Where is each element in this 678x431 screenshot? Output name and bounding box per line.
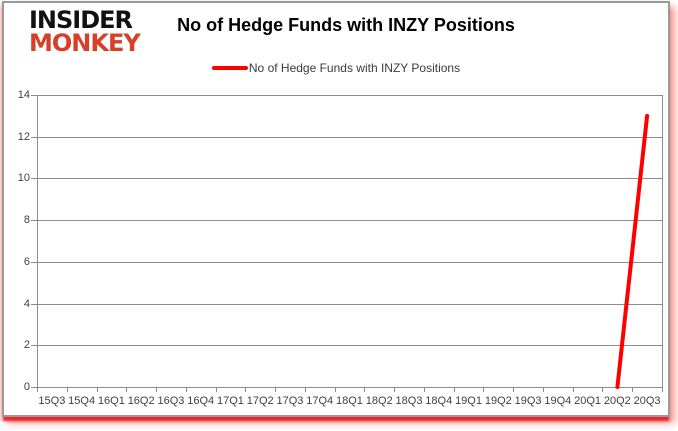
x-axis-label: 18Q4 (425, 395, 453, 407)
chart-legend: No of Hedge Funds with INZY Positions (4, 61, 668, 75)
x-axis-label: 20Q2 (603, 395, 631, 407)
x-axis-tick (215, 387, 217, 392)
y-axis-tick (31, 178, 37, 180)
chart-card: INSIDER MONKEY No of Hedge Funds with IN… (2, 1, 670, 417)
x-axis-tick (96, 387, 98, 392)
x-axis-label: 20Q1 (574, 395, 602, 407)
x-axis-label: 17Q1 (216, 395, 244, 407)
y-axis-label: 8 (23, 214, 30, 227)
page-title: No of Hedge Funds with INZY Positions (177, 15, 515, 35)
x-axis-label: 19Q2 (484, 395, 512, 407)
y-axis-tick (31, 220, 37, 222)
logo-insider-text: INSIDER (29, 6, 133, 34)
x-axis-label: 18Q2 (365, 395, 393, 407)
x-axis-label: 16Q1 (97, 395, 125, 407)
x-axis-tick (334, 387, 336, 392)
gridline (37, 136, 662, 138)
gridline (37, 303, 662, 305)
x-axis-tick (632, 387, 634, 392)
x-axis-tick (423, 387, 425, 392)
x-axis-tick (453, 387, 455, 392)
x-axis-tick (126, 387, 128, 392)
chart-plot-area: 0 2 4 6 8 10 12 14 15Q3 15Q4 16Q1 16Q2 16Q3 16Q4 17Q1 1… (4, 3, 674, 418)
y-axis-label: 6 (23, 255, 30, 268)
x-axis-label: 19Q4 (544, 395, 572, 407)
x-axis-label: 18Q3 (395, 395, 423, 407)
x-axis-tick (185, 387, 187, 392)
x-axis-label: 19Q3 (514, 395, 542, 407)
x-axis-tick (364, 387, 366, 392)
y-axis-label: 2 (23, 339, 30, 352)
legend-line-icon (211, 66, 248, 70)
x-axis-tick (572, 387, 574, 392)
x-axis-tick (156, 387, 158, 392)
y-axis-tick (31, 387, 37, 388)
x-axis-tick (662, 387, 663, 392)
gridline (37, 95, 662, 96)
legend-label: No of Hedge Funds with INZY Positions (248, 61, 461, 75)
x-axis-tick (394, 387, 396, 392)
logo-monkey-text: MONKEY (29, 29, 141, 57)
y-axis-line (37, 95, 38, 387)
x-axis-tick (513, 387, 515, 392)
y-axis-label: 0 (23, 381, 30, 393)
x-axis-label: 16Q2 (127, 395, 155, 407)
y-axis-tick (31, 345, 37, 347)
x-axis-tick (245, 387, 247, 392)
gridline (37, 220, 662, 222)
data-line (615, 113, 650, 389)
y-axis-label: 12 (17, 130, 30, 143)
x-axis-tick (602, 387, 604, 392)
x-axis-label: 15Q4 (68, 395, 96, 407)
x-axis-tick (483, 387, 485, 392)
y-axis-tick (31, 261, 37, 263)
x-axis-tick (37, 387, 38, 392)
x-axis-label: 17Q3 (276, 395, 304, 407)
x-axis-label: 16Q4 (187, 395, 215, 407)
gridline (37, 178, 662, 180)
gridline (37, 345, 662, 347)
x-axis-label: 18Q1 (336, 395, 363, 407)
y-axis-tick (31, 303, 37, 305)
x-axis-tick (542, 387, 544, 392)
x-axis-tick (275, 387, 277, 392)
gridline (37, 261, 662, 263)
x-axis-label: 17Q2 (246, 395, 274, 407)
x-axis-label: 17Q4 (306, 395, 334, 407)
plot-right-border (662, 95, 663, 387)
series-canvas (615, 113, 650, 389)
x-axis-label: 15Q3 (38, 395, 66, 407)
x-axis-line (37, 387, 662, 388)
insider-monkey-logo: INSIDER MONKEY (29, 6, 141, 57)
x-axis-label: 16Q3 (157, 395, 185, 407)
x-axis-tick (66, 387, 68, 392)
y-axis-label: 10 (17, 172, 30, 185)
x-axis-label: 20Q3 (633, 395, 661, 407)
y-axis-label: 14 (17, 89, 30, 101)
x-axis-tick (304, 387, 306, 392)
y-axis-label: 4 (23, 297, 30, 310)
y-axis-tick (31, 95, 37, 96)
y-axis-tick (31, 136, 37, 138)
x-axis-label: 19Q1 (455, 395, 482, 407)
